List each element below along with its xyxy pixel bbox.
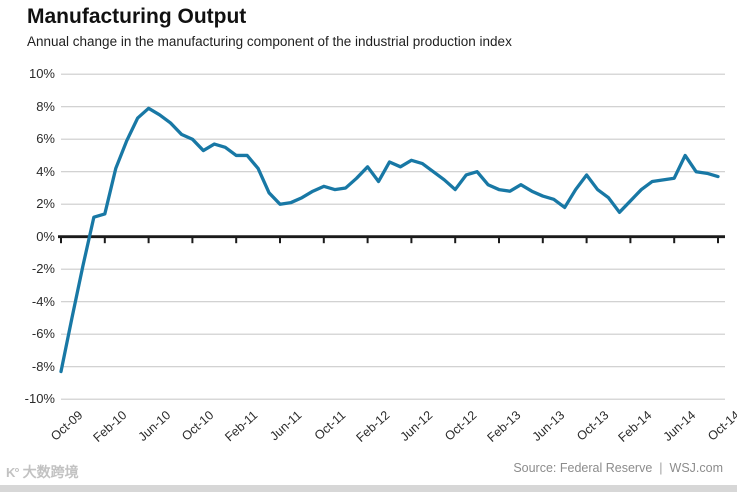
brand-link[interactable]: WSJ.com (669, 461, 723, 475)
source-attribution: Source: Federal Reserve | WSJ.com (513, 461, 723, 475)
y-tick-label: -2% (31, 261, 55, 277)
bottom-divider-bar (0, 485, 737, 492)
y-tick-label: 4% (36, 163, 55, 179)
y-tick-label: -10% (24, 391, 55, 407)
y-tick-label: 8% (36, 98, 55, 114)
y-tick-label: 0% (36, 228, 55, 244)
source-separator: | (659, 461, 663, 475)
watermark-text: 大数跨境 (22, 464, 79, 480)
y-tick-label: -4% (31, 293, 55, 309)
watermark-logo-icon: K° (6, 465, 20, 480)
y-tick-label: 2% (36, 196, 55, 212)
watermark: K° 大数跨境 (6, 462, 79, 482)
source-label: Source: Federal Reserve (513, 461, 653, 475)
chart-title: Manufacturing Output (27, 5, 247, 28)
y-tick-label: -6% (31, 326, 55, 342)
chart-subtitle: Annual change in the manufacturing compo… (27, 34, 512, 49)
y-tick-label: 6% (36, 131, 55, 147)
y-tick-label: 10% (28, 66, 55, 82)
manufacturing-output-line-series (59, 106, 720, 374)
y-tick-label: -8% (31, 358, 55, 374)
